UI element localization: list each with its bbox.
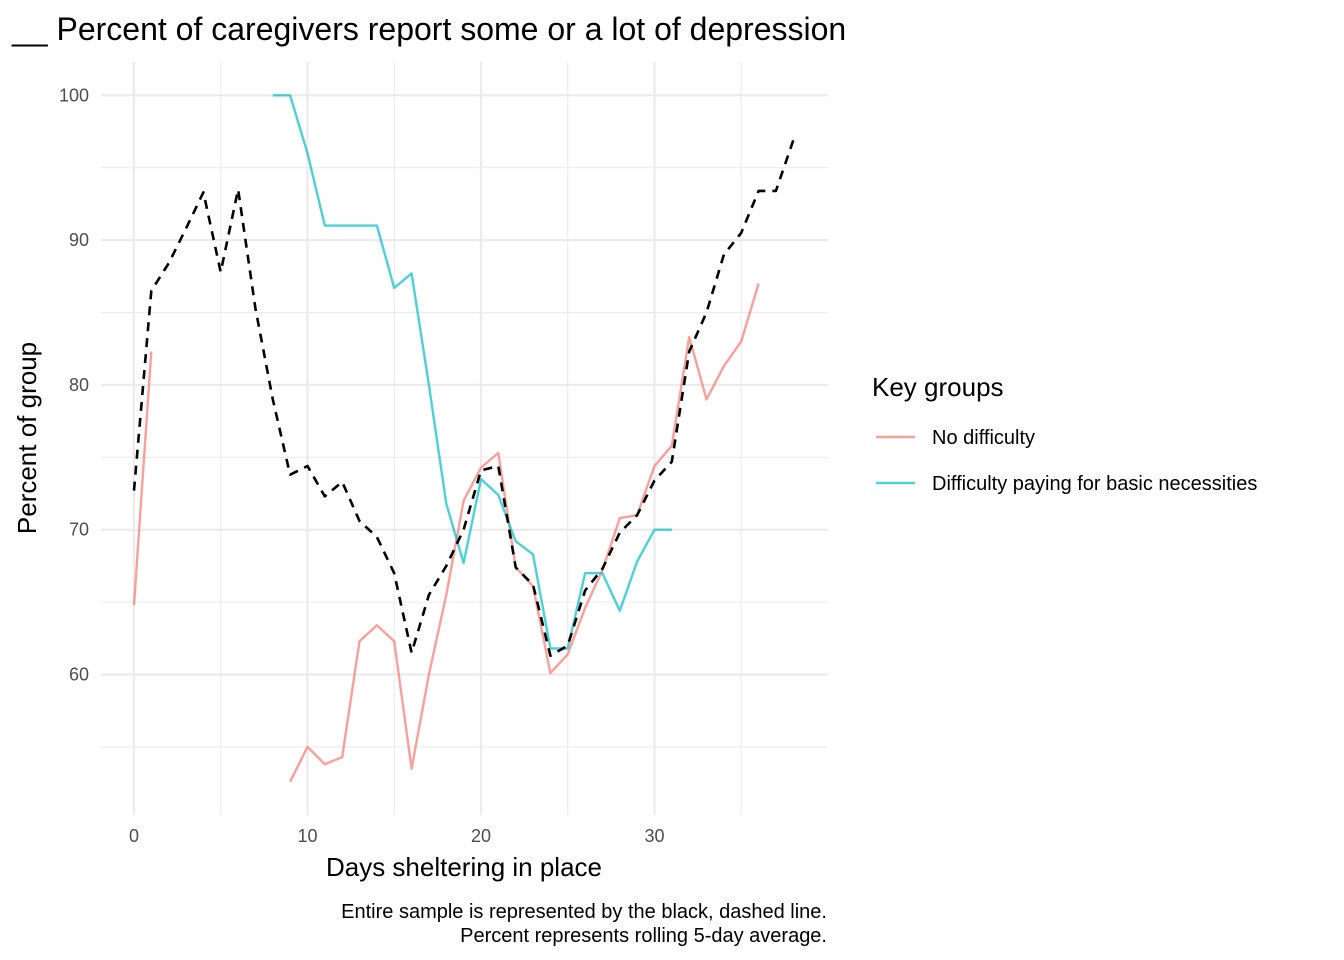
x-axis-ticks: 0 10 20 30 [129,826,665,846]
legend-label-difficulty-paying: Difficulty paying for basic necessities [932,473,1257,495]
grid [101,62,828,815]
x-tick-label: 0 [129,826,139,846]
series-line-no-difficulty-segment-1 [132,351,153,606]
caption-line-2: Percent represents rolling 5-day average… [460,925,827,947]
x-tick-label: 20 [471,826,491,846]
y-axis-title: Percent of group [12,342,42,534]
series-line-no-difficulty-segment-2 [289,283,760,783]
caption-line-1: Entire sample is represented by the blac… [341,901,827,923]
x-axis-title: Days sheltering in place [326,852,602,882]
legend-title: Key groups [872,372,1004,402]
legend: Key groups No difficulty Difficulty payi… [872,372,1257,495]
y-axis-ticks: 60 70 80 90 100 [59,85,89,684]
legend-label-no-difficulty: No difficulty [932,427,1035,449]
y-tick-label: 70 [69,520,89,540]
series-line-difficulty-paying-segment-1 [272,94,672,650]
chart-title: __ Percent of caregivers report some or … [11,11,846,47]
y-tick-label: 90 [69,230,89,250]
x-tick-label: 30 [644,826,664,846]
series-line-entire-sample-segment-1 [132,139,795,658]
y-tick-label: 80 [69,375,89,395]
y-tick-label: 100 [59,85,89,105]
x-tick-label: 10 [297,826,317,846]
y-tick-label: 60 [69,665,89,685]
plot-area [132,94,795,783]
